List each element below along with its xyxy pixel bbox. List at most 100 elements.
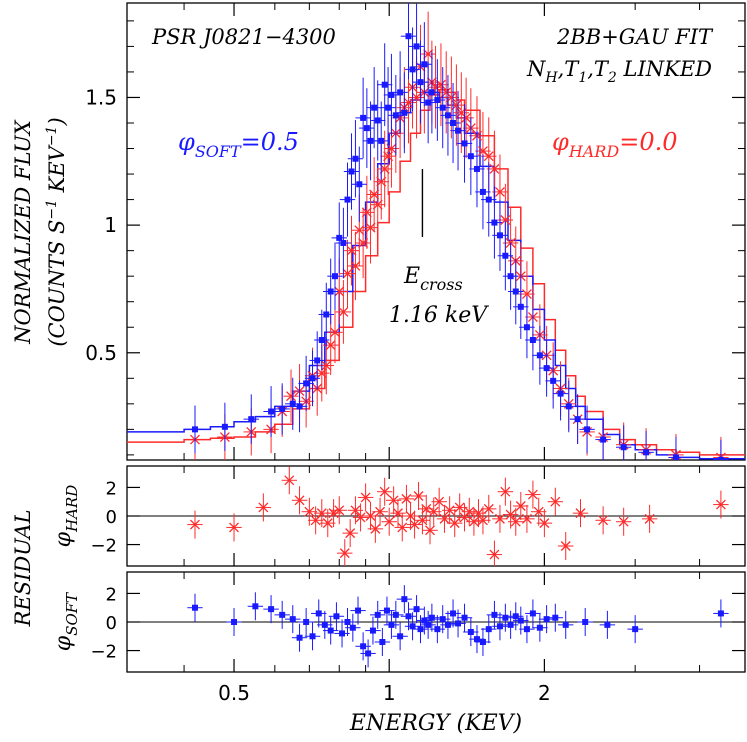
soft-residual-point-marker <box>434 626 441 633</box>
hard-residual-point-marker <box>715 499 726 510</box>
hard-residual-point-marker <box>505 509 516 520</box>
hard-residual-point <box>547 487 564 516</box>
hard-data-point-marker <box>489 163 500 174</box>
hard-residual-point <box>402 502 419 530</box>
hard-data-point-marker <box>403 97 414 108</box>
soft-data-point <box>579 405 595 454</box>
soft-data-point-marker <box>336 234 343 241</box>
title-right-line1: 2BB+GAU FIT <box>556 25 714 49</box>
hard-residual-point <box>331 496 347 525</box>
soft-residual-point-marker <box>507 621 514 628</box>
hard-residual-point-marker <box>350 505 361 516</box>
soft-residual-point-marker <box>315 610 322 617</box>
soft-residual-point-marker <box>450 610 457 617</box>
soft-data-point <box>339 162 356 237</box>
soft-data-point <box>380 67 396 149</box>
soft-residual-point <box>408 595 425 624</box>
y-axis-label-2-b: KEV <box>45 144 69 199</box>
hard-residual-point <box>519 504 535 533</box>
hard-residual-point <box>713 490 729 519</box>
soft-data-point-marker <box>584 426 591 433</box>
hard-residual-point-marker <box>464 506 475 517</box>
hard-residual-point-marker <box>533 506 544 517</box>
soft-data-point <box>243 394 259 444</box>
title-right-t1-sub: 1 <box>578 70 587 86</box>
soft-data-point-marker <box>512 288 519 295</box>
hard-residual-point <box>398 484 415 513</box>
soft-data-point-marker <box>340 239 347 246</box>
hard-residual-point <box>470 499 487 528</box>
hard-data-point <box>283 369 299 423</box>
residual-hard-label: φHARD <box>51 485 81 548</box>
chart-marks: 0.5 1 1.5 2 0 −2 2 0 −2 0.5 1 2 <box>85 2 746 705</box>
legend-soft-phi: φ <box>178 128 195 156</box>
soft-residual-point-marker <box>473 636 480 643</box>
hard-data-point-marker <box>338 306 349 317</box>
soft-residual-point-marker <box>369 627 376 634</box>
soft-residual-point-marker <box>428 614 435 621</box>
soft-residual-point-marker <box>582 619 589 625</box>
soft-residual-point <box>475 628 491 656</box>
soft-residual-point-marker <box>421 617 428 624</box>
hard-residual-point-marker <box>483 503 494 514</box>
soft-residual-point <box>513 606 529 635</box>
soft-data-point-marker <box>428 89 435 96</box>
soft-residual-point <box>481 615 497 644</box>
soft-residual-point-marker <box>349 624 356 631</box>
soft-data-point-marker <box>473 165 480 172</box>
soft-residual-point-marker <box>231 619 238 625</box>
soft-data-point-marker <box>485 196 492 203</box>
hard-residual-point-marker <box>500 486 511 497</box>
hard-residual-point <box>357 483 374 512</box>
hard-residual-point-marker <box>393 508 403 519</box>
soft-residual-point <box>525 599 541 628</box>
legend-soft-sub: SOFT <box>195 142 242 161</box>
hard-residual-point-marker <box>439 513 450 524</box>
hard-residual-point <box>410 482 427 510</box>
hard-residual-point <box>572 499 589 528</box>
soft-data-point-marker <box>289 400 296 407</box>
title-right-t1: ,T <box>558 57 581 81</box>
hard-data-point-marker <box>494 186 505 197</box>
soft-data-point-marker <box>367 137 374 144</box>
hard-data-point <box>347 231 364 301</box>
hard-data-point <box>327 301 343 364</box>
hard-residual-point <box>486 540 503 566</box>
residual-label: RESIDUAL <box>11 510 35 628</box>
soft-data-point-marker <box>444 112 451 119</box>
soft-residual-point-marker <box>289 616 296 623</box>
hard-residual-point <box>422 516 438 545</box>
hard-data-point <box>355 207 371 279</box>
soft-residual-point-marker <box>296 634 303 641</box>
hard-data-point-marker <box>365 222 376 233</box>
hard-residual-point-marker <box>449 518 460 529</box>
soft-residual-point <box>365 616 381 645</box>
hard-data-point-marker <box>521 289 532 300</box>
soft-residual-point-marker <box>392 611 399 618</box>
hard-data-point-marker <box>483 151 494 162</box>
ecross-e: E <box>403 264 420 289</box>
hard-data-point-marker <box>286 391 296 402</box>
soft-residual-point <box>547 603 564 632</box>
soft-data-point <box>569 394 586 444</box>
ecross-value: 1.16 keV <box>389 303 489 328</box>
hard-residual-point-marker <box>428 506 439 517</box>
flux-panel-frame <box>126 2 746 461</box>
soft-data-point-marker <box>318 337 325 344</box>
soft-data-point <box>359 88 375 168</box>
hard-residual-point-marker <box>575 508 586 519</box>
hard-residual-point-marker <box>494 513 505 524</box>
soft-data-point-marker <box>397 89 404 96</box>
hard-residual-point <box>376 477 393 506</box>
soft-residual-point-marker <box>279 611 286 618</box>
y-axis-label-2: (COUNTS S−1 KEV−1) <box>44 117 69 346</box>
soft-data-point <box>552 366 569 421</box>
soft-residual-point-marker <box>374 611 381 618</box>
hard-data-point-marker <box>330 327 340 338</box>
hard-residual-point-marker <box>417 515 428 526</box>
hard-resid-panel-y-tick-label: 0 <box>106 507 117 528</box>
soft-data-point-marker <box>467 153 474 160</box>
hard-data-point <box>335 280 352 344</box>
y-axis-label-2-a: (COUNTS S <box>45 220 69 347</box>
